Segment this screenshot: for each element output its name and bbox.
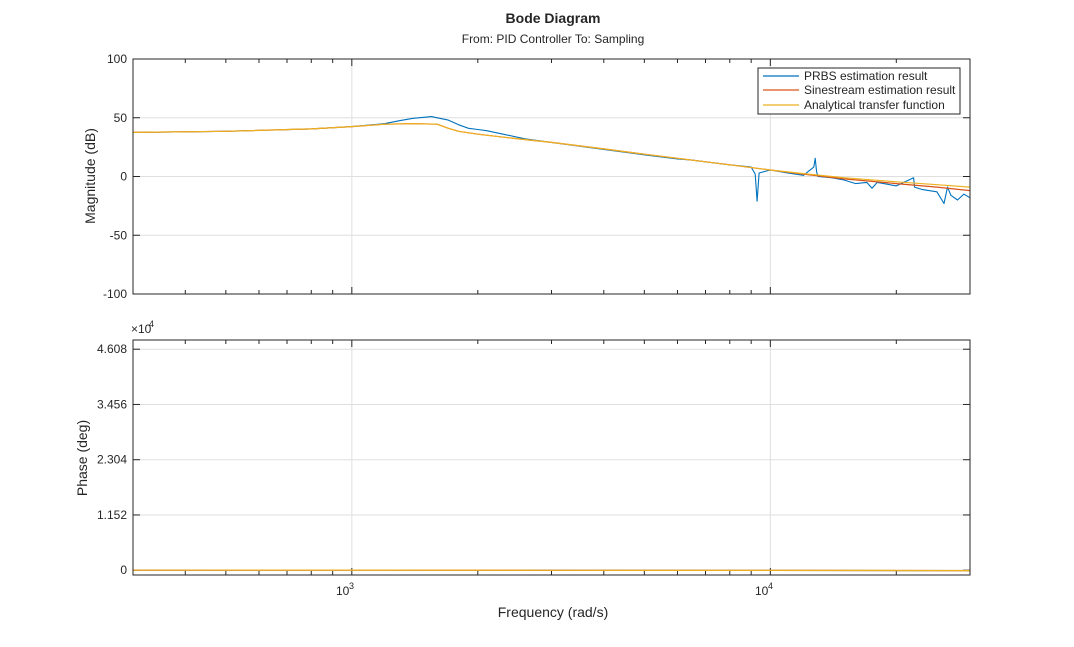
phase-y-axis-label: Phase (deg): [74, 420, 90, 496]
magnitude-y-tick-label: -50: [110, 228, 128, 242]
chart-title: Bode Diagram: [506, 10, 601, 26]
x-axis-label: Frequency (rad/s): [498, 604, 608, 620]
phase-y-tick-label: 2.304: [97, 453, 127, 467]
exponent-base: ×10: [131, 322, 152, 336]
phase-series-line-2: [132, 569, 971, 572]
exponent-power: 4: [149, 319, 154, 329]
magnitude-y-tick-label: -100: [103, 287, 127, 301]
x-tick-exponent: 4: [768, 581, 773, 591]
legend: PRBS estimation result Sinestream estima…: [757, 67, 961, 115]
magnitude-y-axis-label: Magnitude (dB): [82, 128, 98, 224]
phase-plot-area: [133, 340, 970, 575]
chart-subtitle: From: PID Controller To: Sampling: [462, 32, 645, 46]
phase-exponent-label: ×10 4: [131, 319, 154, 336]
x-tick-base: 10: [755, 584, 769, 598]
phase-y-tick-label: 3.456: [97, 397, 127, 411]
legend-label-analytical: Analytical transfer function: [804, 98, 945, 112]
magnitude-y-tick-label: 0: [120, 170, 127, 184]
magnitude-series-line-0: [132, 116, 971, 205]
x-tick-exponent: 3: [349, 581, 354, 591]
magnitude-series-line-2: [132, 122, 971, 188]
phase-y-tick-label: 4.608: [97, 342, 127, 356]
x-tick-label-1e3: 10 3: [336, 581, 354, 598]
legend-label-sinestream: Sinestream estimation result: [804, 83, 956, 97]
phase-y-tick-label: 0: [120, 563, 127, 577]
phase-axes-box: [132, 339, 971, 576]
x-tick-label-1e4: 10 4: [755, 581, 773, 598]
magnitude-axes-box: [132, 58, 971, 295]
magnitude-y-tick-label: 50: [114, 111, 128, 125]
legend-label-prbs: PRBS estimation result: [804, 69, 928, 83]
x-tick-base: 10: [336, 584, 350, 598]
phase-y-tick-label: 1.152: [97, 508, 127, 522]
phase-axes: 0 1.152 2.304 3.456 4.608: [97, 339, 971, 577]
magnitude-y-tick-label: 100: [107, 52, 127, 66]
